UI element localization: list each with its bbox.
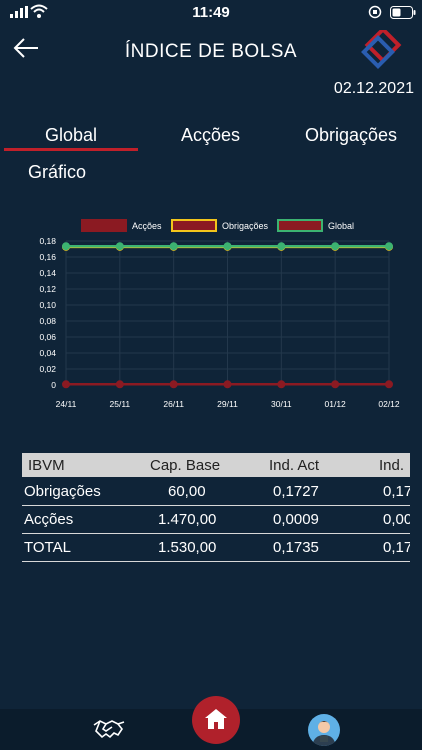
x-tick-label: 30/11 (271, 399, 292, 409)
battery-icon (390, 6, 416, 19)
signal-icon (10, 6, 28, 18)
header-ind: Ind. (379, 457, 405, 474)
row-label: Obrigações (24, 483, 101, 500)
y-tick-label: 0,12 (39, 284, 56, 294)
x-tick-label: 01/12 (325, 399, 347, 409)
orientation-lock-icon (368, 5, 382, 19)
row-divider (22, 561, 410, 562)
legend-swatch (171, 219, 217, 232)
avatar-icon (312, 721, 336, 746)
x-tick-label: 25/11 (110, 399, 131, 409)
row-divider (22, 533, 410, 534)
row-ind: 0,17 (383, 483, 410, 500)
row-ind: 0,00 (383, 511, 410, 528)
status-bar: 11:49 (0, 0, 422, 26)
row-cap-base: 1.530,00 (158, 539, 217, 556)
chart-container: 0,18 0,16 0,14 0,12 0,10 0,08 0,06 0,04 0,02 0 24/… (0, 210, 422, 420)
avatar[interactable] (308, 714, 340, 746)
line-chart: 0,18 0,16 0,14 0,12 0,10 0,08 0,06 0,04 0,02 024/… (39, 219, 400, 409)
row-ind-act: 0,0009 (273, 511, 319, 528)
header-date: 02.12.2021 (333, 80, 414, 97)
row-cap-base: 60,00 (168, 483, 206, 500)
x-tick-label: 29/11 (217, 399, 238, 409)
y-tick-label: 0,16 (39, 252, 56, 262)
row-ind-act: 0,1735 (273, 539, 319, 556)
x-tick-label: 26/11 (163, 399, 184, 409)
table-header: IBVM Cap. Base Ind. Act Ind. (22, 453, 410, 477)
section-title: Gráfico (28, 162, 87, 182)
data-point (223, 380, 232, 389)
data-point (62, 380, 70, 389)
row-ind-act: 0,1727 (273, 483, 319, 500)
data-point (62, 242, 70, 251)
data-point (115, 380, 124, 389)
data-point (277, 242, 286, 251)
data-point (169, 242, 178, 251)
row-ind: 0,17 (383, 539, 410, 556)
table-row: TOTAL 1.530,00 0,1735 0,17 (22, 536, 410, 563)
home-button[interactable] (192, 696, 240, 744)
y-tick-label: 0,02 (39, 364, 56, 374)
row-divider (22, 505, 410, 506)
tab-global[interactable]: Global (45, 125, 98, 145)
x-tick-label: 02/12 (378, 399, 400, 409)
y-tick-label: 0,04 (39, 348, 56, 358)
tab-obrigacoes[interactable]: Obrigações (305, 125, 398, 145)
home-icon (205, 709, 227, 729)
data-point (331, 242, 340, 251)
data-point (331, 380, 340, 389)
active-tab-indicator (4, 148, 138, 151)
data-point (385, 242, 393, 251)
data-point (169, 380, 178, 389)
row-label: TOTAL (24, 539, 71, 556)
legend-label: Acções (132, 221, 162, 231)
y-tick-label: 0 (51, 380, 56, 390)
wifi-icon (30, 4, 48, 18)
x-tick-label: 24/11 (56, 399, 77, 409)
data-point (115, 242, 124, 251)
header-ibvm: IBVM (28, 457, 65, 474)
summary-table: IBVM Cap. Base Ind. Act Ind. Obrigações … (22, 453, 410, 563)
data-point (223, 242, 232, 251)
y-tick-label: 0,10 (39, 300, 56, 310)
row-label: Acções (24, 511, 74, 528)
header-ind-act: Ind. Act (269, 457, 320, 474)
legend-swatch (277, 219, 323, 232)
data-point (385, 380, 393, 389)
back-arrow-icon[interactable] (12, 36, 42, 62)
tab-bar: Global Acções Obrigações (0, 120, 422, 152)
legend-label: Obrigações (222, 221, 269, 231)
row-cap-base: 1.470,00 (158, 511, 217, 528)
data-point (277, 380, 286, 389)
y-tick-label: 0,14 (39, 268, 56, 278)
status-time: 11:49 (192, 4, 230, 21)
y-tick-label: 0,06 (39, 332, 56, 342)
tab-accoes[interactable]: Acções (181, 125, 241, 145)
legend-swatch (81, 219, 127, 232)
y-tick-label: 0,18 (39, 236, 56, 246)
logo-icon (361, 30, 402, 69)
table-row: Acções 1.470,00 0,0009 0,00 (22, 508, 410, 536)
table-row: Obrigações 60,00 0,1727 0,17 (22, 480, 410, 508)
handshake-icon[interactable] (92, 715, 126, 741)
y-tick-label: 0,08 (39, 316, 56, 326)
page-title: ÍNDICE DE BOLSA (124, 41, 298, 62)
header-cap-base: Cap. Base (150, 457, 221, 474)
legend-label: Global (328, 221, 354, 231)
